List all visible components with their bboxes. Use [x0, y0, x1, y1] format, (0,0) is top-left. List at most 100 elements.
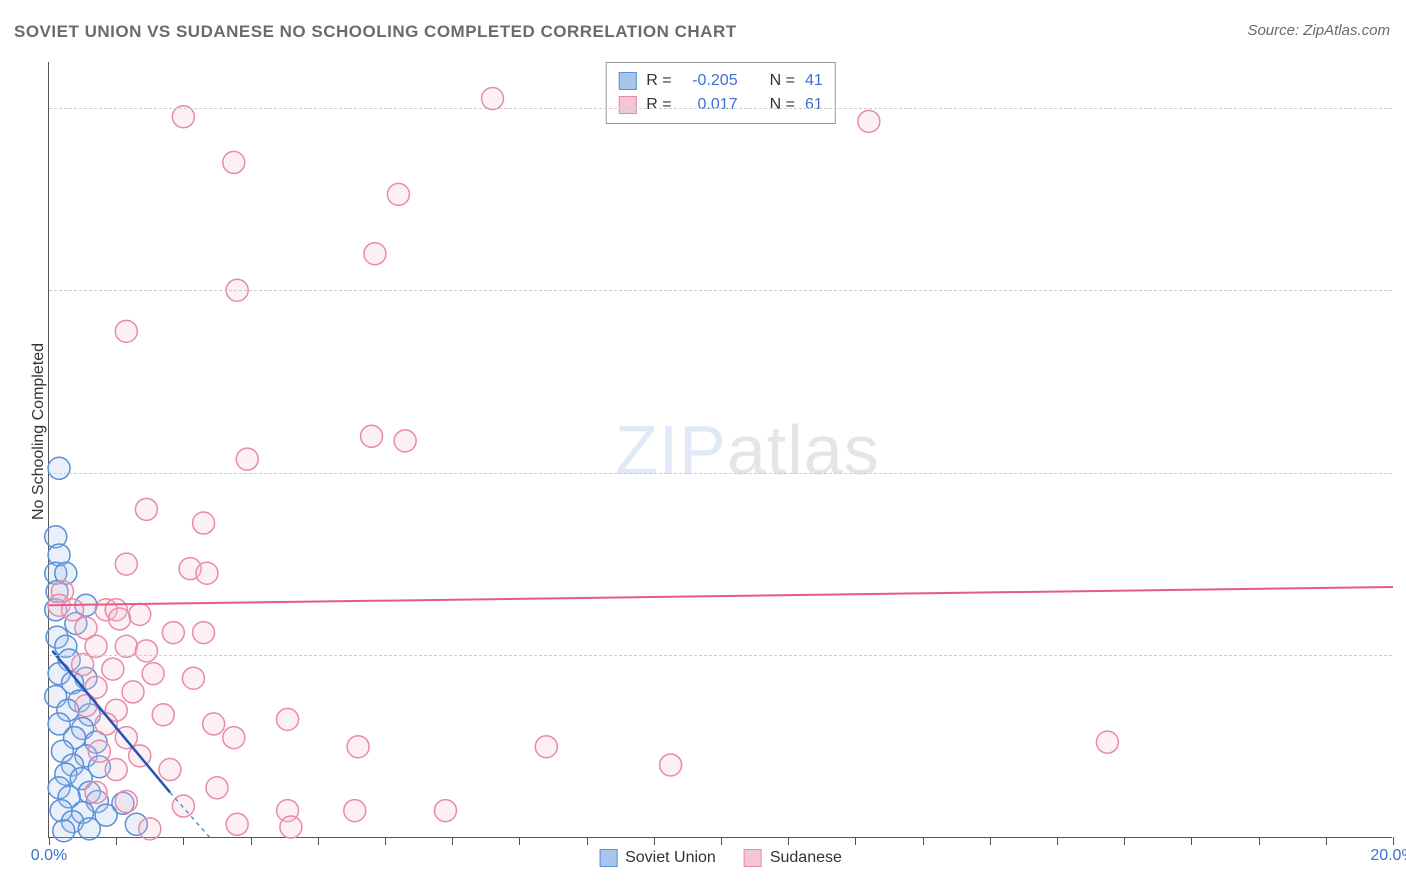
scatter-point [129, 603, 151, 625]
gridline-horizontal [49, 473, 1392, 474]
scatter-point [115, 790, 137, 812]
scatter-svg [49, 62, 1392, 837]
scatter-point [193, 622, 215, 644]
scatter-point [196, 562, 218, 584]
scatter-point [236, 448, 258, 470]
scatter-point [660, 754, 682, 776]
x-tick [587, 837, 588, 845]
x-tick [788, 837, 789, 845]
source-attribution: Source: ZipAtlas.com [1247, 22, 1390, 39]
scatter-point [135, 640, 157, 662]
scatter-point [535, 736, 557, 758]
scatter-point [75, 695, 97, 717]
x-tick [1326, 837, 1327, 845]
scatter-point [182, 667, 204, 689]
series-legend-item: Soviet Union [599, 849, 716, 867]
series-legend: Soviet Union Sudanese [599, 849, 842, 867]
x-tick [923, 837, 924, 845]
x-tick [721, 837, 722, 845]
r-label: R = [646, 96, 671, 114]
n-label: N = [770, 96, 795, 114]
x-tick [116, 837, 117, 845]
x-tick [385, 837, 386, 845]
trend-line [49, 587, 1393, 605]
x-tick [183, 837, 184, 845]
scatter-point [62, 599, 84, 621]
scatter-point [223, 151, 245, 173]
x-tick [251, 837, 252, 845]
x-tick [1191, 837, 1192, 845]
scatter-point [105, 759, 127, 781]
chart-plot-area: ZIPatlas R =-0.205N =41R =0.017N =61 Sov… [48, 62, 1392, 838]
r-value: -0.205 [682, 72, 738, 90]
scatter-point [85, 635, 107, 657]
correlation-legend: R = -0.205 N = 41 R = 0.017 N = 61 [605, 62, 835, 124]
scatter-point [434, 800, 456, 822]
scatter-point [139, 818, 161, 840]
n-value: 41 [805, 72, 823, 90]
scatter-point [226, 813, 248, 835]
scatter-point [88, 740, 110, 762]
scatter-point [72, 654, 94, 676]
scatter-point [206, 777, 228, 799]
gridline-horizontal [49, 108, 1392, 109]
n-label: N = [770, 72, 795, 90]
scatter-point [122, 681, 144, 703]
legend-swatch [618, 96, 636, 114]
scatter-point [142, 663, 164, 685]
scatter-point [152, 704, 174, 726]
scatter-point [162, 622, 184, 644]
scatter-point [85, 781, 107, 803]
legend-swatch [744, 849, 762, 867]
scatter-point [78, 818, 100, 840]
x-tick [318, 837, 319, 845]
scatter-point [277, 708, 299, 730]
scatter-point [1096, 731, 1118, 753]
scatter-point [347, 736, 369, 758]
scatter-point [280, 816, 302, 838]
x-tick [855, 837, 856, 845]
series-name: Soviet Union [625, 849, 716, 867]
r-value: 0.017 [682, 96, 738, 114]
scatter-point [48, 457, 70, 479]
scatter-point [115, 553, 137, 575]
correlation-legend-row: R = -0.205 N = 41 [618, 69, 822, 93]
series-legend-item: Sudanese [744, 849, 842, 867]
scatter-point [223, 727, 245, 749]
scatter-point [482, 88, 504, 110]
chart-title: SOVIET UNION VS SUDANESE NO SCHOOLING CO… [14, 22, 737, 42]
gridline-horizontal [49, 655, 1392, 656]
y-axis-label: No Schooling Completed [30, 343, 48, 520]
x-tick [654, 837, 655, 845]
series-name: Sudanese [770, 849, 842, 867]
scatter-point [387, 183, 409, 205]
n-value: 61 [805, 96, 823, 114]
x-tick [1124, 837, 1125, 845]
x-tick [519, 837, 520, 845]
legend-swatch [599, 849, 617, 867]
scatter-point [109, 608, 131, 630]
x-tick [1057, 837, 1058, 845]
x-tick [990, 837, 991, 845]
scatter-point [115, 320, 137, 342]
scatter-point [858, 110, 880, 132]
scatter-point [135, 498, 157, 520]
scatter-point [159, 759, 181, 781]
scatter-point [344, 800, 366, 822]
scatter-point [115, 635, 137, 657]
correlation-legend-row: R = 0.017 N = 61 [618, 93, 822, 117]
x-tick [49, 837, 50, 845]
scatter-point [361, 425, 383, 447]
scatter-point [53, 820, 75, 842]
x-tick-label: 0.0% [31, 847, 67, 865]
scatter-point [193, 512, 215, 534]
x-tick [1259, 837, 1260, 845]
scatter-point [364, 243, 386, 265]
scatter-point [172, 106, 194, 128]
x-tick-label: 20.0% [1370, 847, 1406, 865]
scatter-point [394, 430, 416, 452]
r-label: R = [646, 72, 671, 90]
scatter-point [203, 713, 225, 735]
gridline-horizontal [49, 290, 1392, 291]
legend-swatch [618, 72, 636, 90]
